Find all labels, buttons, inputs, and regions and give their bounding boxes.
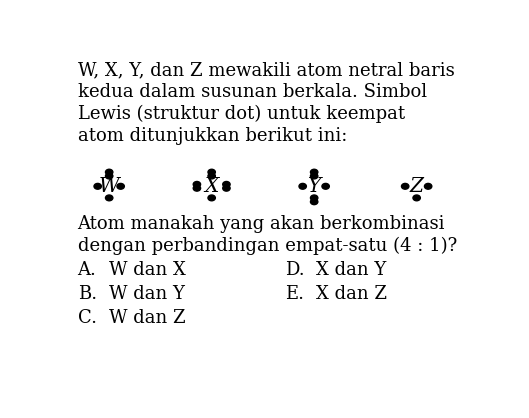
- Circle shape: [223, 181, 230, 187]
- Text: kedua dalam susunan berkala. Simbol: kedua dalam susunan berkala. Simbol: [78, 83, 427, 101]
- Text: D.: D.: [286, 261, 305, 279]
- Text: atom ditunjukkan berikut ini:: atom ditunjukkan berikut ini:: [78, 127, 347, 145]
- Circle shape: [311, 199, 318, 205]
- Text: Z: Z: [409, 178, 424, 196]
- Circle shape: [223, 185, 230, 191]
- Circle shape: [117, 184, 124, 189]
- Text: Atom manakah yang akan berkombinasi: Atom manakah yang akan berkombinasi: [78, 215, 445, 233]
- Text: X dan Z: X dan Z: [316, 285, 387, 303]
- Circle shape: [208, 195, 215, 201]
- Circle shape: [402, 184, 409, 189]
- Text: W dan X: W dan X: [109, 261, 186, 279]
- Circle shape: [193, 185, 200, 191]
- Text: W, X, Y, dan Z mewakili atom netral baris: W, X, Y, dan Z mewakili atom netral bari…: [78, 61, 454, 79]
- Text: Lewis (struktur dot) untuk keempat: Lewis (struktur dot) untuk keempat: [78, 105, 405, 123]
- Circle shape: [208, 173, 215, 179]
- Circle shape: [424, 184, 432, 189]
- Circle shape: [311, 169, 318, 175]
- Circle shape: [311, 195, 318, 201]
- Text: X: X: [205, 178, 219, 196]
- Text: C.: C.: [78, 309, 97, 327]
- Circle shape: [322, 184, 330, 189]
- Text: W dan Y: W dan Y: [109, 285, 185, 303]
- Text: B.: B.: [78, 285, 97, 303]
- Text: A.: A.: [78, 261, 96, 279]
- Circle shape: [105, 169, 113, 175]
- Text: E.: E.: [286, 285, 305, 303]
- Text: dengan perbandingan empat-satu (4 : 1)?: dengan perbandingan empat-satu (4 : 1)?: [78, 237, 457, 255]
- Circle shape: [193, 181, 200, 187]
- Text: X dan Y: X dan Y: [316, 261, 387, 279]
- Circle shape: [105, 195, 113, 201]
- Circle shape: [94, 184, 102, 189]
- Circle shape: [105, 173, 113, 179]
- Text: Y: Y: [307, 178, 321, 196]
- Text: W dan Z: W dan Z: [109, 309, 186, 327]
- Circle shape: [299, 184, 306, 189]
- Circle shape: [311, 173, 318, 179]
- Text: W: W: [99, 178, 120, 196]
- Circle shape: [208, 169, 215, 175]
- Circle shape: [413, 195, 421, 201]
